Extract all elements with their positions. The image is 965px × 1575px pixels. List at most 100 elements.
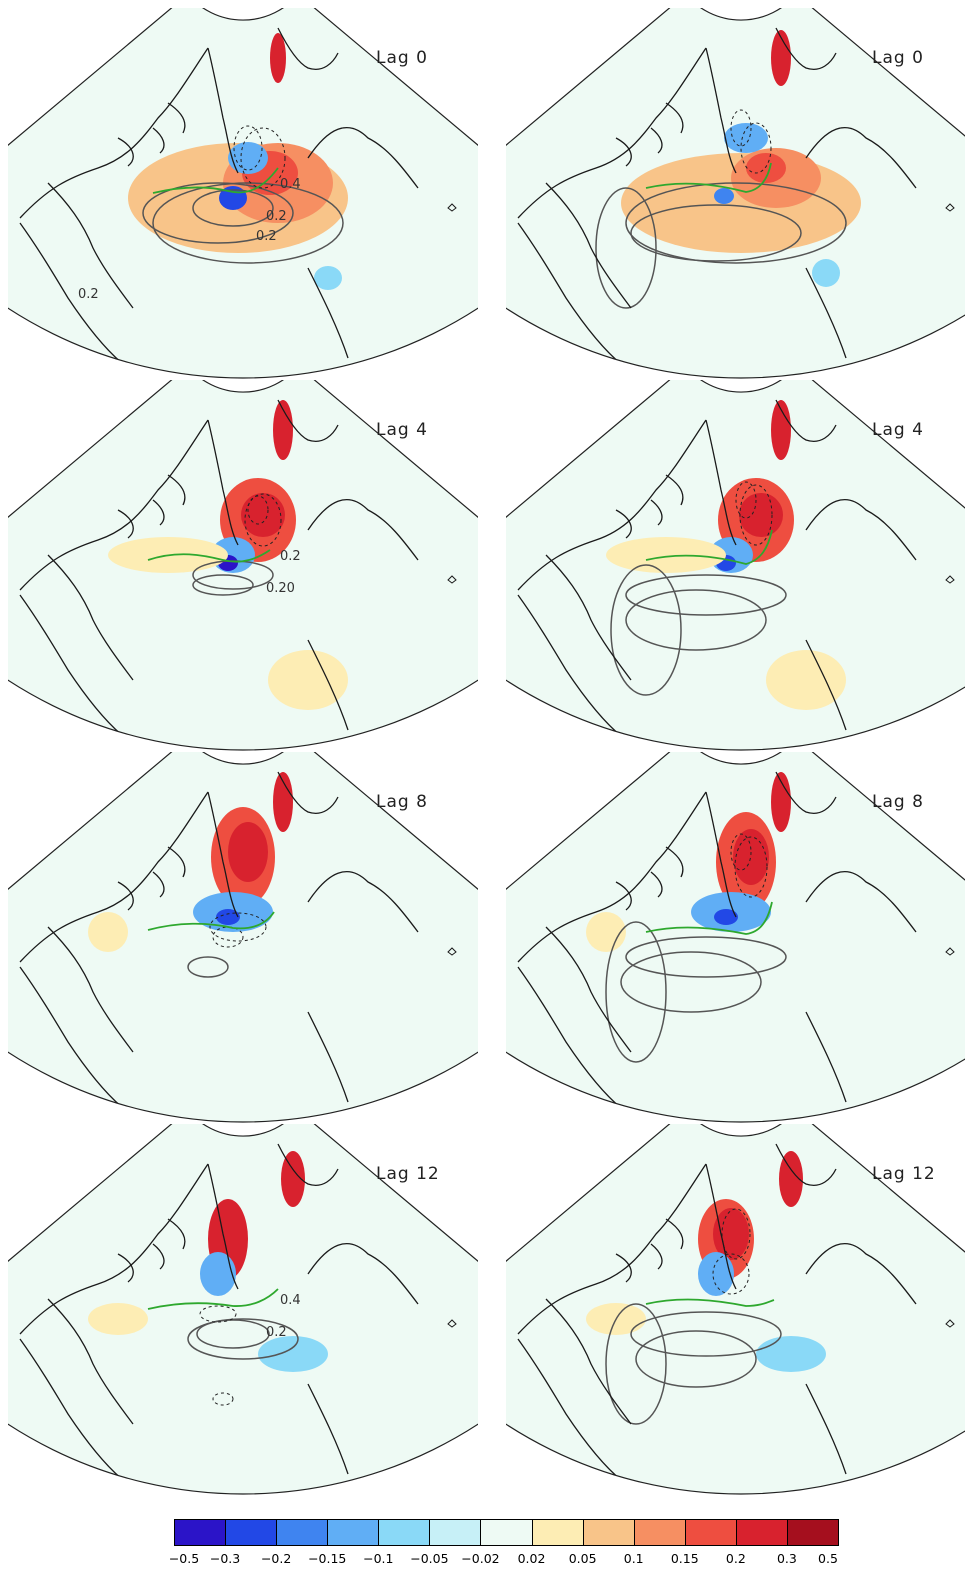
contour-line: [212, 1392, 234, 1406]
contour-label: 0.2: [280, 549, 301, 564]
lag-label: Lag 12: [376, 1164, 440, 1184]
colorbar-tick-label: 0.2: [725, 1551, 746, 1566]
anomaly-region: [200, 1252, 236, 1296]
boundary-line: [645, 1298, 775, 1307]
colorbar-tick-label: 0.02: [517, 1551, 546, 1566]
map-frame: [506, 8, 965, 379]
contour-line: [187, 956, 229, 978]
contour-line: [712, 1253, 750, 1295]
map-frame: [8, 380, 478, 751]
boundary-line: [147, 549, 271, 563]
contour-line: [734, 836, 768, 898]
colorbar-swatch: [327, 1519, 380, 1546]
contour-line: [625, 574, 787, 616]
anomaly-region: [228, 822, 268, 882]
contour-line: [635, 1330, 757, 1388]
anomaly-region: [586, 912, 626, 952]
contour-line: [244, 493, 282, 547]
contour-line: [595, 187, 657, 309]
contour-line: [212, 926, 244, 948]
anomaly-region: [216, 909, 240, 925]
colorbar-tick-label: −0.2: [260, 1551, 292, 1566]
anomaly-region: [766, 650, 846, 710]
map-svg: [506, 8, 965, 379]
contour-line: [630, 204, 802, 262]
anomaly-region: [314, 266, 342, 290]
map-svg: 0.2 0.4: [8, 1124, 478, 1495]
contour-label: 0.2: [266, 1325, 287, 1340]
colorbar-swatch: [531, 1519, 584, 1546]
colorbar-tick-label: −0.3: [209, 1551, 241, 1566]
map-svg: [506, 752, 965, 1123]
contour-line: [187, 1318, 299, 1360]
anomaly-region: [273, 772, 293, 832]
map-frame: [8, 752, 478, 1123]
map-svg: [8, 752, 478, 1123]
anomaly-region: [771, 772, 791, 832]
map-panel: Lag 4: [506, 380, 965, 752]
colorbar-tick-label: −0.5: [168, 1551, 200, 1566]
colorbar-tick-label: 0.1: [623, 1551, 644, 1566]
anomaly-region: [771, 30, 791, 86]
contour-line: [233, 125, 263, 171]
anomaly-region: [270, 33, 286, 83]
colorbar-swatch: [480, 1519, 533, 1546]
lag-label: Lag 0: [872, 48, 924, 68]
contour-line: [625, 182, 847, 264]
map-svg: 0.20 0.2: [8, 380, 478, 751]
contour-label: 0.2: [266, 209, 287, 224]
anomaly-region: [88, 1303, 148, 1335]
map-panel: Lag 8: [506, 752, 965, 1124]
anomaly-region: [88, 912, 128, 952]
colorbar-swatch: [429, 1519, 482, 1546]
boundary-line: [152, 167, 279, 194]
lag-label: Lag 8: [376, 792, 428, 812]
contour-line: [739, 484, 773, 546]
contour-line: [192, 574, 254, 596]
map-panel: 0.2 0.4 Lag 12: [8, 1124, 478, 1496]
contour-line: [610, 564, 682, 696]
colorbar-swatch: [582, 1519, 635, 1546]
colorbar-tick-label: 0.5: [818, 1551, 838, 1566]
boundary-line: [147, 911, 275, 931]
contour-line: [192, 189, 274, 227]
map-svg: [506, 380, 965, 751]
contour-label: 0.4: [280, 1293, 301, 1308]
map-frame: [8, 8, 478, 379]
boundary-line: [645, 529, 773, 565]
contour-label: 0.2: [78, 287, 99, 302]
anomaly-region: [606, 537, 726, 573]
anomaly-region: [268, 650, 348, 710]
anomaly-region: [281, 1151, 305, 1207]
colorbar-swatch: [174, 1519, 227, 1546]
anomaly-region: [698, 1252, 734, 1296]
map-panel: Lag 8: [8, 752, 478, 1124]
boundary-line: [645, 162, 772, 193]
colorbar-tick-label: 0.15: [670, 1551, 699, 1566]
colorbar-tick-label: −0.15: [308, 1551, 347, 1566]
anomaly-region: [756, 1336, 826, 1372]
contour-line: [247, 495, 269, 525]
map-panel: 0.2 0.4 0.2 0.2 Lag 0: [8, 8, 478, 380]
map-frame: [506, 380, 965, 751]
map-svg: [506, 1124, 965, 1495]
contour-line: [740, 122, 772, 174]
map-frame: [506, 1124, 965, 1495]
anomaly-region: [812, 259, 840, 287]
contour-line: [735, 481, 757, 519]
contour-label: 0.20: [266, 581, 295, 596]
colorbar-tick-label: −0.02: [461, 1551, 500, 1566]
contour-line: [142, 182, 294, 244]
map-frame: [506, 752, 965, 1123]
lag-label: Lag 8: [872, 792, 924, 812]
contour-line: [605, 1303, 667, 1425]
anomaly-region: [228, 142, 268, 174]
lag-label: Lag 0: [376, 48, 428, 68]
colorbar-swatch: [735, 1519, 788, 1546]
colorbar-swatch: [633, 1519, 686, 1546]
colorbar-swatch: [225, 1519, 278, 1546]
contour-line: [605, 921, 667, 1063]
colorbar-tick-label: −0.05: [410, 1551, 449, 1566]
contour-label: 0.4: [280, 177, 301, 192]
